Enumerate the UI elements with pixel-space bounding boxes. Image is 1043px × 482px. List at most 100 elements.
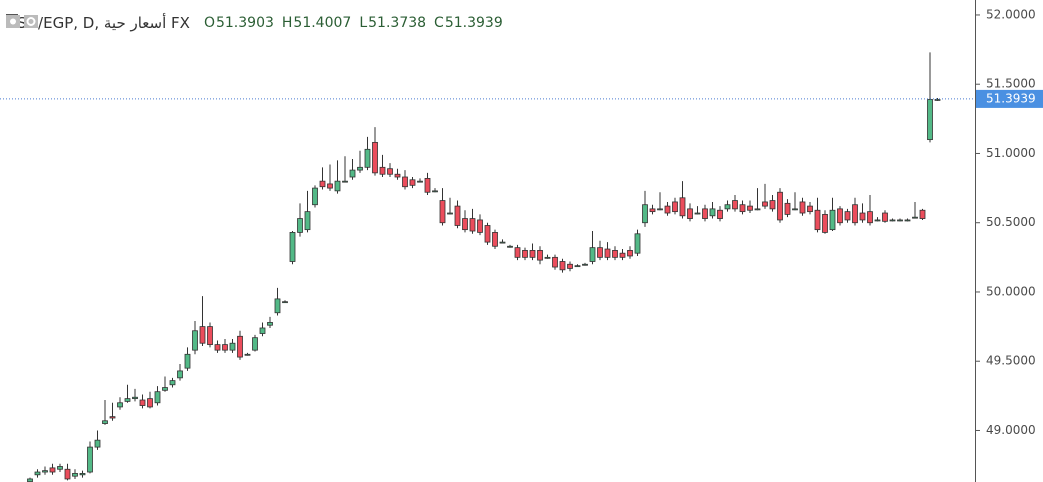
- candle-body: [117, 402, 123, 408]
- candle-body: [792, 208, 798, 211]
- candle-body: [49, 467, 56, 473]
- candle-body: [72, 473, 78, 477]
- candle-body: [132, 396, 138, 400]
- candle-body: [237, 335, 243, 358]
- legend-header: USD/EGP, D, أسعار حية FX O51.3903 H51.400…: [6, 14, 503, 32]
- candle-body: [732, 200, 738, 210]
- candle-body: [582, 263, 588, 266]
- candle-body: [867, 211, 873, 224]
- candle-body: [604, 248, 611, 258]
- candle-body: [514, 247, 521, 258]
- candle-body: [724, 204, 731, 210]
- candle-body: [649, 208, 656, 213]
- candle-body: [754, 208, 761, 211]
- candle-body: [357, 166, 363, 171]
- candle-body: [139, 399, 146, 406]
- candle-body: [334, 180, 341, 192]
- candle-body: [874, 219, 881, 222]
- ohlc-label: C: [434, 15, 444, 31]
- candle-body: [619, 252, 626, 258]
- candle-body: [507, 245, 513, 248]
- candle-body: [522, 250, 528, 258]
- candle-body: [784, 202, 791, 215]
- candle-body: [589, 247, 596, 262]
- candle-body: [454, 205, 461, 226]
- candle-body: [882, 212, 888, 222]
- candle-body: [87, 446, 93, 473]
- y-tick-label: 51.0000: [986, 146, 1036, 160]
- ohlc-label: H: [281, 15, 293, 31]
- candle-body: [267, 322, 273, 326]
- candle-body: [342, 180, 348, 183]
- candle-body: [702, 208, 708, 219]
- candle-body: [889, 219, 896, 222]
- candle-body: [42, 470, 48, 473]
- candle-body: [102, 420, 108, 424]
- candle-body: [274, 298, 281, 314]
- candle-body: [477, 219, 483, 233]
- candle-body: [919, 209, 926, 219]
- candle-body: [372, 141, 378, 174]
- ohlc-item: O51.3903: [204, 15, 274, 31]
- candle-body: [769, 200, 776, 210]
- candle-body: [814, 209, 821, 231]
- candle-body: [934, 99, 941, 101]
- candle-body: [154, 391, 161, 404]
- candle-body: [469, 218, 476, 232]
- candle-body: [492, 232, 498, 247]
- candle-body: [199, 326, 206, 344]
- candle-body: [312, 187, 318, 206]
- candle-body: [717, 209, 723, 219]
- y-tick-label: 50.5000: [986, 215, 1036, 229]
- candle-body: [282, 301, 288, 304]
- candle-body: [612, 250, 618, 258]
- candle-body: [679, 197, 686, 217]
- candle-body: [642, 204, 648, 224]
- candle-body: [799, 201, 806, 214]
- candle-body: [79, 473, 86, 476]
- ohlc-label: O: [203, 15, 215, 31]
- candle-body: [349, 169, 356, 178]
- candle-body: [687, 208, 693, 219]
- candle-body: [289, 232, 296, 262]
- candle-body: [327, 183, 333, 189]
- settings-icons[interactable]: [6, 14, 40, 28]
- ohlc-value: 51.3738: [368, 15, 427, 31]
- candle-body: [57, 466, 63, 470]
- candle-body: [109, 416, 116, 419]
- candle-body: [184, 353, 191, 369]
- candle-body: [927, 99, 933, 141]
- candle-body: [222, 344, 228, 351]
- candle-body: [207, 326, 213, 346]
- candle-body: [552, 256, 558, 268]
- candle-body: [304, 211, 311, 231]
- candle-body: [672, 201, 678, 213]
- ohlc-item: L51.3738: [359, 15, 426, 31]
- candle-body: [64, 468, 71, 480]
- last-price-tag: [976, 89, 1043, 108]
- candle-body: [252, 337, 258, 351]
- candle-body: [762, 201, 768, 207]
- candle-body: [747, 205, 753, 211]
- candle-body: [34, 471, 41, 476]
- ohlc-label: L: [359, 15, 368, 31]
- candle-body: [387, 168, 393, 175]
- candle-body: [147, 398, 153, 408]
- candle-body: [364, 148, 371, 168]
- candle-body: [694, 212, 701, 215]
- ohlc-item: H51.4007: [282, 15, 351, 31]
- ohlc-value: 51.4007: [293, 15, 352, 31]
- candle-body: [484, 225, 491, 243]
- candle-body: [244, 353, 251, 356]
- ohlc-value: 51.3939: [444, 15, 503, 31]
- candle-body: [27, 478, 33, 482]
- ohlc-item: C51.3939: [434, 15, 503, 31]
- candle-body: [379, 166, 386, 175]
- candle-body: [567, 263, 573, 269]
- candle-body: [394, 173, 401, 178]
- y-tick-label: 49.0000: [986, 423, 1036, 437]
- candle-body: [837, 208, 843, 224]
- candle-body: [777, 191, 783, 221]
